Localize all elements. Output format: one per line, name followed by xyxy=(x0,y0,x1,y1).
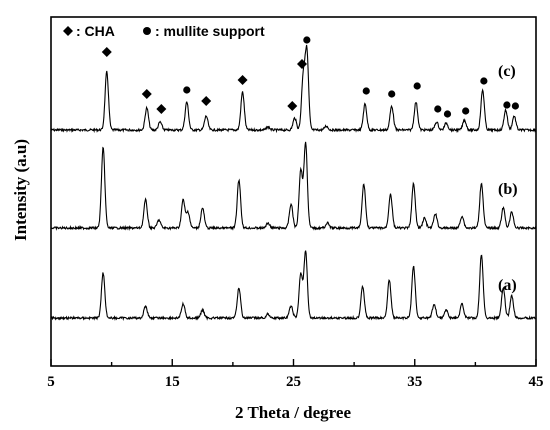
mullite-circle-marker xyxy=(388,90,396,98)
series-label-c: (c) xyxy=(498,63,516,80)
cha-diamond-marker xyxy=(156,104,167,114)
x-ticks xyxy=(50,359,537,366)
y-axis-label: Intensity (a.u) xyxy=(11,139,30,241)
x-tick-label: 15 xyxy=(165,374,180,390)
mullite-circle-marker xyxy=(362,87,370,95)
mullite-circle-marker xyxy=(183,86,191,94)
x-tick-label: 5 xyxy=(47,374,55,390)
series-label-a: (a) xyxy=(498,277,517,294)
cha-diamond-marker xyxy=(101,47,112,57)
xrd-pattern-line-a xyxy=(50,250,537,321)
mullite-circle-marker xyxy=(434,105,442,113)
x-tick-label: 25 xyxy=(286,374,301,390)
mullite-circle-marker xyxy=(511,102,519,110)
cha-diamond-marker xyxy=(141,89,152,99)
mullite-circle-marker xyxy=(443,110,452,118)
legend-cha-label: : CHA xyxy=(76,23,115,39)
legend-diamond-icon xyxy=(63,26,73,36)
xrd-pattern-line-b xyxy=(50,141,537,231)
mullite-circle-marker xyxy=(303,36,311,44)
cha-diamond-marker xyxy=(287,101,298,111)
x-tick-label: 35 xyxy=(407,374,422,390)
cha-diamond-marker xyxy=(296,59,307,69)
mullite-circle-marker xyxy=(503,101,511,109)
cha-diamond-marker xyxy=(201,96,212,106)
xrd-pattern-line-c xyxy=(50,44,537,134)
legend-circle-icon xyxy=(143,27,151,35)
peak-markers xyxy=(101,36,519,118)
x-tick-labels: 5 15 25 35 45 xyxy=(47,374,543,390)
mullite-circle-marker xyxy=(413,82,421,90)
series-group xyxy=(50,44,537,321)
legend-mullite-label: : mullite support xyxy=(155,23,265,39)
x-tick-label: 45 xyxy=(529,374,544,390)
legend: : CHA : mullite support xyxy=(63,23,265,39)
mullite-circle-marker xyxy=(462,107,470,115)
cha-diamond-marker xyxy=(237,75,248,85)
x-axis-label: 2 Theta / degree xyxy=(235,403,351,422)
series-label-b: (b) xyxy=(498,181,518,198)
mullite-circle-marker xyxy=(480,77,488,85)
